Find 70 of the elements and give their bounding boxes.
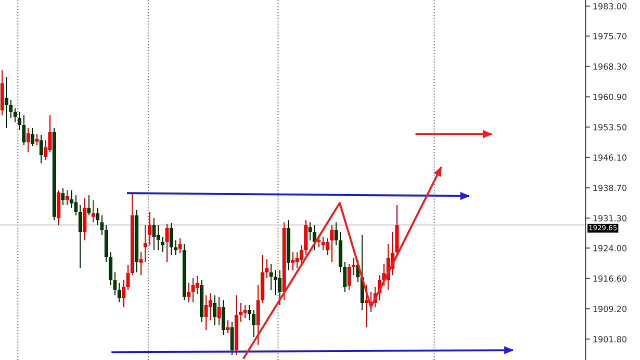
- candlestick: [222, 300, 226, 336]
- candlestick: [204, 294, 208, 331]
- candlestick: [13, 108, 17, 123]
- candlestick: [212, 294, 216, 326]
- candlestick: [26, 127, 30, 153]
- candlestick: [308, 222, 312, 241]
- y-tick-label: 1953.50: [593, 124, 626, 130]
- candlestick: [334, 222, 338, 246]
- candlestick: [170, 222, 174, 256]
- candlestick: [92, 200, 95, 223]
- candlestick: [196, 275, 200, 295]
- candlestick: [291, 252, 295, 271]
- candlestick: [352, 257, 356, 276]
- candlestick: [364, 284, 368, 328]
- candlestick: [122, 279, 126, 308]
- candlestick: [230, 321, 234, 356]
- candlestick: [269, 264, 273, 290]
- y-tick-label: 1901.80: [593, 336, 626, 342]
- y-tick-label: 1916.60: [593, 275, 626, 282]
- candlestick: [96, 207, 100, 226]
- candlestick: [343, 261, 347, 292]
- candlestick: [78, 204, 82, 269]
- candlestick: [226, 320, 230, 334]
- candlestick: [217, 296, 221, 326]
- candlestick: [139, 252, 143, 276]
- candlestick: [243, 304, 247, 319]
- y-tick-label: 1968.30: [593, 63, 626, 70]
- candlestick: [18, 111, 22, 131]
- candlestick: [35, 134, 39, 146]
- candlestick: [160, 236, 164, 253]
- candlestick: [61, 188, 65, 206]
- y-tick-label: 1938.70: [593, 184, 626, 192]
- candlestick: [74, 194, 78, 216]
- candlestick: [66, 190, 69, 206]
- candlestick: [118, 282, 122, 303]
- candlestick: [208, 292, 212, 321]
- candlestick: [108, 252, 112, 286]
- candlestick: [87, 194, 91, 216]
- candlestick: [144, 224, 148, 263]
- candlestick: [30, 127, 34, 147]
- candlestick: [274, 270, 278, 296]
- y-tick-label: 1924.00: [593, 245, 626, 252]
- candlestick: [347, 264, 351, 290]
- candlestick: [126, 264, 130, 290]
- candlestick: [178, 238, 182, 254]
- candlestick: [191, 277, 195, 303]
- candlestick: [295, 252, 299, 269]
- y-tick-label: 1931.30: [593, 215, 626, 222]
- y-tick-label: 1983.00: [593, 3, 626, 10]
- candlestick: [156, 224, 160, 251]
- candlestick: [265, 258, 269, 279]
- candlestick: [248, 304, 252, 321]
- candlestick: [252, 309, 256, 338]
- y-tick-label: 1960.90: [593, 94, 626, 100]
- y-tick-label: 1946.10: [593, 154, 626, 161]
- candlestick: [48, 114, 52, 153]
- candlestick: [22, 114, 26, 146]
- candlestick: [148, 211, 152, 246]
- candlestick: [186, 282, 190, 303]
- candlestick: [174, 240, 178, 256]
- y-tick-label: 1975.70: [593, 33, 626, 40]
- candlestick: [70, 190, 74, 208]
- candlestick: [9, 99, 13, 119]
- y-tick-label: 1909.20: [593, 306, 626, 312]
- candlestick: [300, 244, 304, 266]
- candlestick: [330, 224, 334, 263]
- candlestick: [321, 236, 325, 251]
- candlestick: [39, 134, 43, 164]
- candlestick: [113, 272, 117, 296]
- candlestick: [100, 214, 104, 236]
